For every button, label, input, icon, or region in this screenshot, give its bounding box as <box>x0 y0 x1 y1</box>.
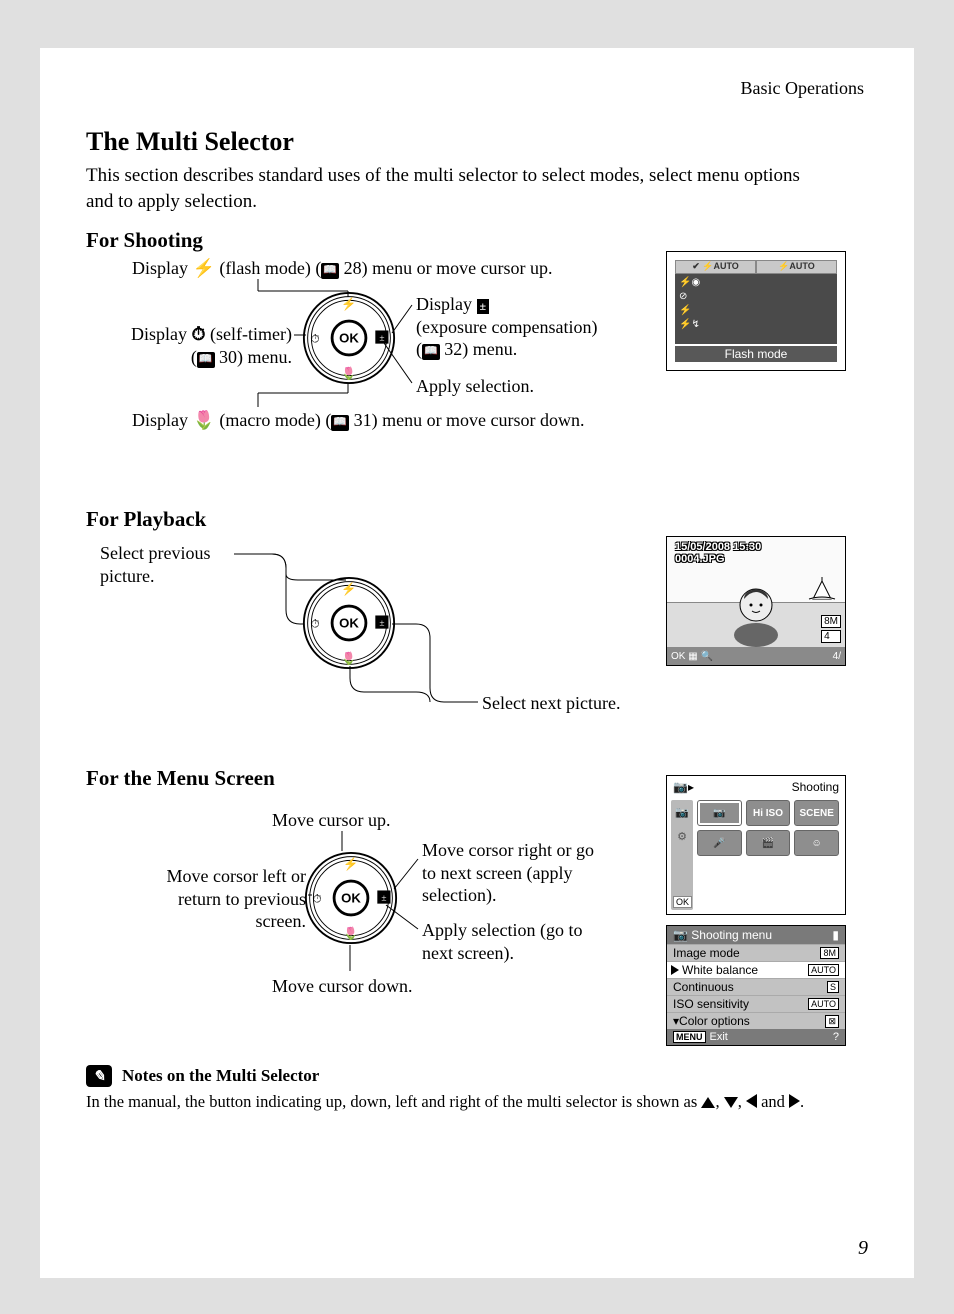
heading-playback: For Playback <box>86 507 874 532</box>
label-shooting-up: Display ⚡ (flash mode) (📖 28) menu or mo… <box>132 257 553 280</box>
svg-text:⚡: ⚡ <box>343 856 358 872</box>
playback-bottombar: OK ▦ 🔍 4/ <box>667 647 845 665</box>
svg-text:⏱: ⏱ <box>311 619 320 631</box>
inset-shooting-menu: 📷 Shooting menu ▮ Image mode8M White bal… <box>666 925 846 1046</box>
svg-text:⏱: ⏱ <box>313 894 322 906</box>
menu-exit-label: Exit <box>710 1031 728 1043</box>
label-shooting-down: Display 🌷 (macro mode) (📖 31) menu or mo… <box>132 409 585 432</box>
flash-tab-auto: ✔ ⚡AUTO <box>675 260 756 274</box>
label-menu-apply: Apply selection (go to next screen). <box>422 919 612 964</box>
diagram-menu: Move cursor up. Move corsor left or retu… <box>86 795 874 1035</box>
mode-cell: 📷 <box>697 800 742 826</box>
svg-text:🌷: 🌷 <box>341 366 356 381</box>
svg-text:🌷: 🌷 <box>341 651 356 666</box>
right-arrow-icon <box>789 1094 800 1108</box>
svg-text:⏱: ⏱ <box>311 334 320 346</box>
label-shooting-right: Display ± (exposure compensation) (📖 32)… <box>416 293 636 361</box>
playback-badges: 8M 4 <box>821 613 841 643</box>
menu-row: ContinuousS <box>667 978 845 995</box>
intro-text: This section describes standard uses of … <box>86 163 806 214</box>
menu-row: ▾Color options⊠ <box>667 1012 845 1029</box>
label-playback-prev: Select previous picture. <box>100 542 240 587</box>
menu-row: Image mode8M <box>667 944 845 961</box>
label-playback-next: Select next picture. <box>482 692 620 715</box>
playback-datetime: 15/05/2008 15:30 0004.JPG <box>675 541 761 565</box>
menu-sidebar: 📷 ⚙ OK <box>671 800 693 910</box>
diagram-playback: Select previous picture. OK ⚡ 🌷 ⏱ ± Sele… <box>86 536 874 736</box>
inset-menu-modes: 📷▸ Shooting 📷 ⚙ OK 📷 Hi ISO SCENE 🎤 🎬 ☺ <box>666 775 846 915</box>
section-menu: For the Menu Screen Move cursor up. Move… <box>86 766 874 1035</box>
svg-text:OK: OK <box>341 891 361 906</box>
notes-body: In the manual, the button indicating up,… <box>86 1091 874 1113</box>
svg-text:⚡: ⚡ <box>341 581 356 597</box>
up-arrow-icon <box>701 1097 715 1108</box>
multi-selector-dial: OK ⚡ 🌷 ⏱ ± <box>302 291 396 385</box>
heading-shooting: For Shooting <box>86 228 874 253</box>
breadcrumb: Basic Operations <box>86 78 874 99</box>
menu-mode-grid: 📷 Hi ISO SCENE 🎤 🎬 ☺ <box>697 800 839 856</box>
notes-section: ✎ Notes on the Multi Selector In the man… <box>86 1065 874 1113</box>
label-menu-up: Move cursor up. <box>272 809 390 832</box>
menu-button-label: MENU <box>673 1031 706 1043</box>
section-shooting: For Shooting Display ⚡ (flash mode) (📖 2… <box>86 228 874 477</box>
help-icon: ? <box>833 1031 839 1043</box>
camera-icon: 📷 <box>673 928 688 942</box>
inset-playback: 15/05/2008 15:30 0004.JPG 8M 4 OK ▦ 🔍 4/ <box>666 536 846 666</box>
menu-row: ISO sensitivityAUTO <box>667 995 845 1012</box>
flash-caption: Flash mode <box>675 346 837 362</box>
page-title: The Multi Selector <box>86 127 874 157</box>
label-shooting-apply: Apply selection. <box>416 375 534 398</box>
mode-cell: 🎤 <box>697 830 742 856</box>
down-arrow-icon <box>724 1097 738 1108</box>
page-number: 9 <box>858 1237 868 1260</box>
shooting-menu-title: Shooting menu <box>691 928 772 942</box>
flash-tab-auto2: ⚡AUTO <box>756 260 837 274</box>
note-icon: ✎ <box>86 1065 112 1087</box>
svg-text:±: ± <box>381 894 386 904</box>
svg-text:⚡: ⚡ <box>341 296 356 312</box>
menu-modes-title: Shooting <box>792 780 839 794</box>
svg-text:🌷: 🌷 <box>343 926 358 941</box>
multi-selector-dial-menu: OK ⚡ 🌷 ⏱ ± <box>304 851 398 945</box>
mode-cell: Hi ISO <box>746 800 791 826</box>
mode-cell: SCENE <box>794 800 839 826</box>
section-playback: For Playback Select previous picture. OK… <box>86 507 874 736</box>
svg-text:±: ± <box>379 619 384 629</box>
notes-heading: Notes on the Multi Selector <box>122 1066 319 1086</box>
mode-cell: 🎬 <box>746 830 791 856</box>
svg-text:±: ± <box>379 334 384 344</box>
page: Basic Operations The Multi Selector This… <box>40 48 914 1278</box>
label-menu-left: Move corsor left or return to previous s… <box>130 865 306 933</box>
svg-text:OK: OK <box>339 331 359 346</box>
diagram-shooting: Display ⚡ (flash mode) (📖 28) menu or mo… <box>86 257 874 477</box>
svg-text:OK: OK <box>339 616 359 631</box>
left-arrow-icon <box>746 1094 757 1108</box>
mode-cell: ☺ <box>794 830 839 856</box>
flash-icons: ⚡◉ ⊘ ⚡ ⚡↯ <box>675 274 837 334</box>
menu-row-selected: White balanceAUTO <box>667 961 845 978</box>
label-shooting-left: Display ⏱ (self-timer) (📖 30) menu. <box>86 323 292 368</box>
multi-selector-dial-playback: OK ⚡ 🌷 ⏱ ± <box>302 576 396 670</box>
label-menu-right: Move corsor right or go to next screen (… <box>422 839 612 907</box>
inset-flash-mode: ✔ ⚡AUTO ⚡AUTO ⚡◉ ⊘ ⚡ ⚡↯ Flash mode <box>666 251 846 371</box>
camera-icon: 📷▸ <box>673 780 694 794</box>
label-menu-down: Move cursor down. <box>272 975 412 998</box>
